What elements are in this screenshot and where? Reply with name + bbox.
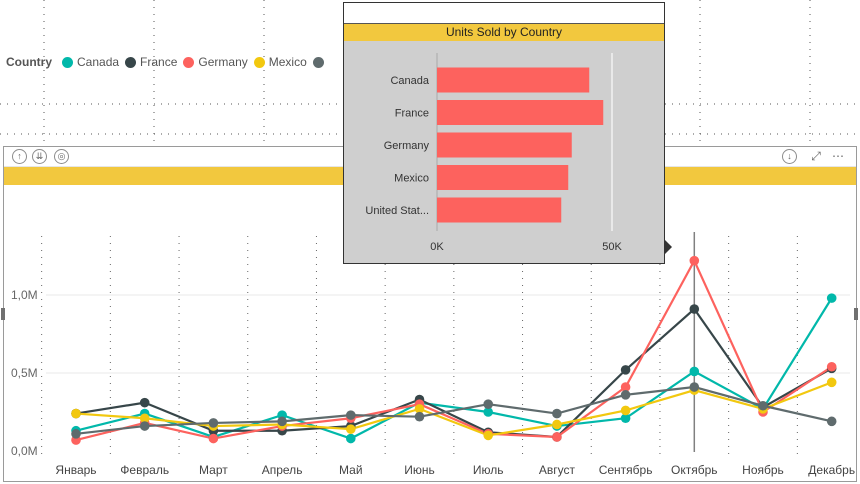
resize-handle-left[interactable] (1, 308, 5, 320)
x-tick-label: Февраль (120, 463, 169, 477)
legend-label: Mexico (268, 55, 307, 69)
x-tick-label: Январь (55, 463, 96, 477)
series-line (75, 381, 833, 437)
bar-category-label: Canada (390, 75, 429, 87)
x-tick-label: Ноябрь (742, 463, 784, 477)
bar (437, 100, 604, 125)
data-point (346, 424, 356, 434)
data-point (71, 408, 81, 419)
legend-marker (253, 56, 265, 68)
legend-marker (62, 56, 73, 68)
bar-chart: Canada France Germany Mexico United Stat... 0… (365, 53, 622, 253)
x-tick-label: Март (199, 463, 228, 477)
x-tick-label: Октябрь (671, 463, 718, 477)
legend-item-germany[interactable]: Germany (183, 55, 248, 69)
focus-mode-icon[interactable]: ⤢ (811, 149, 821, 163)
y-tick-label: 0,5M (11, 366, 38, 380)
data-point (346, 410, 356, 420)
expand-all-icon[interactable]: ⇊ (32, 149, 47, 164)
data-point (758, 400, 768, 411)
data-point (689, 304, 700, 314)
data-point (139, 413, 150, 424)
y-tick-label: 0,0M (11, 444, 38, 458)
data-point (552, 408, 562, 419)
bar (437, 197, 562, 223)
series-line (75, 307, 833, 439)
data-point (552, 419, 562, 430)
data-point (414, 404, 425, 414)
bar-category-label: Mexico (394, 173, 429, 185)
data-point (139, 421, 150, 431)
data-point (620, 405, 631, 416)
drill-mode-icon[interactable]: ◎ (54, 149, 69, 164)
legend-item-canada[interactable]: Canada (62, 55, 119, 69)
data-point (139, 397, 150, 408)
data-point (826, 416, 837, 427)
legend-item-mexico[interactable]: Mexico (253, 55, 307, 69)
data-point (71, 429, 81, 439)
data-point (826, 361, 837, 372)
data-point (689, 366, 700, 377)
data-point (346, 433, 356, 444)
bar-category-label: Germany (384, 140, 430, 152)
data-point (620, 382, 631, 392)
series-line (75, 297, 833, 440)
x-tick-label: 50K (602, 241, 622, 253)
data-point (552, 432, 562, 442)
drill-down-icon[interactable]: ↓ (782, 149, 797, 164)
data-point (620, 365, 631, 375)
series-line (75, 258, 833, 442)
data-point (277, 416, 287, 427)
data-point (826, 293, 837, 303)
resize-handle-right[interactable] (854, 308, 858, 320)
legend-title: Country (6, 55, 52, 69)
data-point (208, 433, 219, 444)
data-point (414, 411, 425, 422)
bar (437, 132, 572, 158)
data-point (620, 390, 631, 400)
y-tick-label: 1,0M (11, 288, 38, 302)
x-tick-label: 0K (430, 241, 444, 253)
x-tick-label: Июль (473, 463, 504, 477)
tooltip-pointer (665, 240, 672, 254)
x-tick-label: Август (539, 463, 576, 477)
data-point (208, 418, 219, 428)
x-tick-label: Июнь (404, 463, 435, 477)
tooltip-popup: Units Sold by Country Canada France German… (343, 2, 665, 264)
series-line (75, 385, 832, 435)
bar-category-label: France (395, 108, 429, 120)
legend-item-other[interactable] (312, 56, 324, 68)
data-point (620, 413, 631, 424)
bar-category-label: United Stat... (365, 205, 429, 217)
legend-marker (125, 56, 137, 68)
tooltip-header (344, 3, 664, 24)
x-tick-label: Май (339, 463, 363, 477)
x-tick-label: Декабрь (808, 463, 855, 477)
tooltip-title: Units Sold by Country (344, 24, 664, 41)
legend-label: Canada (77, 55, 120, 69)
data-point (826, 377, 837, 388)
data-point (483, 407, 494, 417)
chart-legend: Country Canada France Germany Mexico (6, 54, 324, 70)
data-point (689, 255, 700, 266)
legend-label: Germany (198, 55, 248, 69)
bar (437, 67, 590, 93)
legend-label: France (140, 55, 178, 69)
x-tick-label: Апрель (262, 463, 303, 477)
legend-item-france[interactable]: France (125, 55, 177, 69)
legend-marker (312, 56, 324, 68)
x-tick-label: Сентябрь (599, 463, 653, 477)
data-point (689, 382, 700, 392)
drill-up-icon[interactable]: ↑ (12, 149, 27, 164)
legend-marker (183, 56, 195, 68)
more-options-icon[interactable]: ⋯ (832, 149, 844, 163)
data-point (483, 430, 494, 441)
data-point (483, 399, 494, 410)
bar (437, 165, 569, 190)
